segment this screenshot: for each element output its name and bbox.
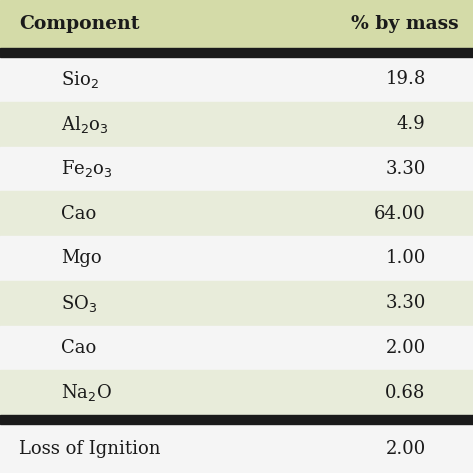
- Text: Mgo: Mgo: [61, 249, 102, 267]
- Bar: [0, 415, 473, 424]
- Text: Sio$_2$: Sio$_2$: [61, 69, 99, 90]
- Text: Al$_2$o$_3$: Al$_2$o$_3$: [61, 114, 109, 135]
- Text: Component: Component: [19, 15, 140, 33]
- Text: 3.30: 3.30: [385, 294, 426, 312]
- Text: 1.00: 1.00: [385, 249, 426, 267]
- Bar: [0, 281, 473, 325]
- Text: 0.68: 0.68: [385, 384, 426, 402]
- Text: Fe$_2$o$_3$: Fe$_2$o$_3$: [61, 158, 114, 179]
- Text: Loss of Ignition: Loss of Ignition: [19, 439, 160, 457]
- Text: 4.9: 4.9: [397, 115, 426, 133]
- Text: Cao: Cao: [61, 339, 97, 357]
- Text: Cao: Cao: [61, 205, 97, 223]
- Text: 2.00: 2.00: [385, 439, 426, 457]
- Bar: [0, 57, 473, 102]
- Bar: [0, 236, 473, 281]
- Text: 2.00: 2.00: [385, 339, 426, 357]
- Bar: [0, 424, 473, 473]
- Bar: [0, 102, 473, 147]
- Text: % by mass: % by mass: [351, 15, 459, 33]
- Text: SO$_3$: SO$_3$: [61, 293, 98, 314]
- Bar: [0, 191, 473, 236]
- Text: Na$_2$O: Na$_2$O: [61, 382, 113, 403]
- Text: 19.8: 19.8: [385, 70, 426, 88]
- Bar: [0, 370, 473, 415]
- Text: 3.30: 3.30: [385, 160, 426, 178]
- Bar: [0, 147, 473, 191]
- Bar: [0, 325, 473, 370]
- Text: 64.00: 64.00: [374, 205, 426, 223]
- Bar: [0, 48, 473, 57]
- Bar: [0, 0, 473, 48]
